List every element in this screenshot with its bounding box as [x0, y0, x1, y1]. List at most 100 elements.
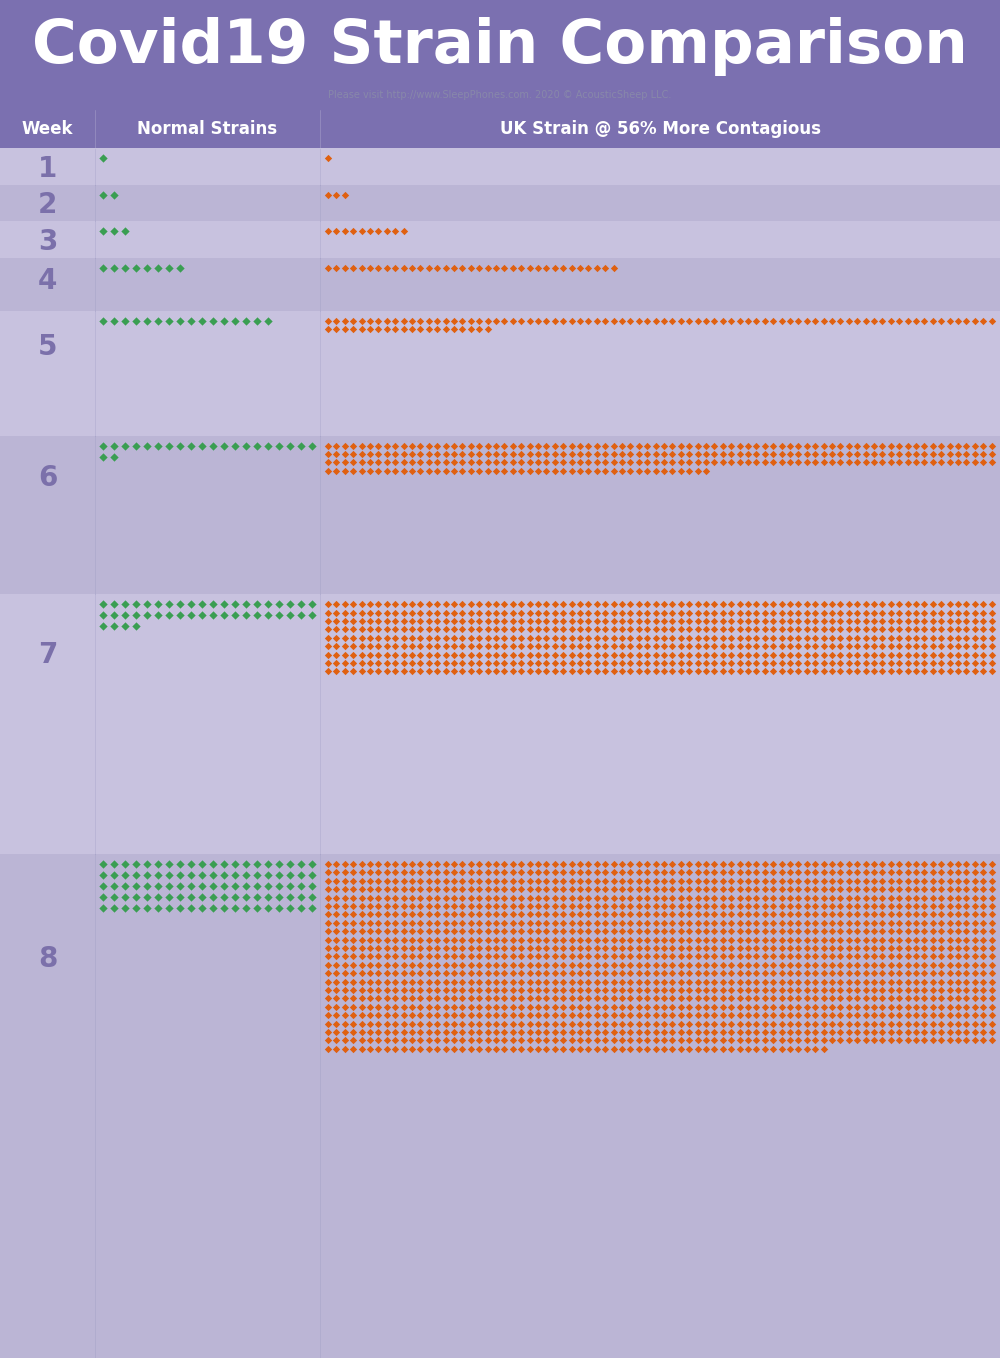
Point [832, 987, 848, 1009]
Point [748, 921, 764, 942]
Point [446, 318, 462, 340]
Point [916, 1013, 932, 1035]
Point [260, 593, 276, 615]
Point [597, 435, 613, 456]
Point [622, 619, 638, 641]
Point [362, 1021, 378, 1043]
Point [849, 921, 865, 942]
Point [106, 593, 122, 615]
Point [740, 903, 756, 925]
Point [463, 1021, 479, 1043]
Point [942, 953, 958, 975]
Point [606, 1038, 622, 1059]
Point [748, 870, 764, 892]
Point [387, 1021, 403, 1043]
Point [606, 861, 622, 883]
Point [446, 1029, 462, 1051]
Bar [0, 311, 1000, 436]
Point [883, 619, 899, 641]
Point [975, 995, 991, 1017]
Point [345, 895, 361, 917]
Point [824, 636, 840, 657]
Point [866, 652, 882, 674]
Point [522, 644, 538, 665]
Point [849, 853, 865, 875]
Point [328, 903, 344, 925]
Point [580, 853, 596, 875]
Point [950, 853, 966, 875]
Point [933, 987, 949, 1009]
Point [396, 318, 412, 340]
Point [757, 921, 773, 942]
Point [774, 593, 790, 615]
Point [513, 979, 529, 1001]
Point [774, 1021, 790, 1043]
Point [320, 619, 336, 641]
Point [748, 987, 764, 1009]
Point [622, 895, 638, 917]
Point [95, 887, 111, 909]
Point [387, 619, 403, 641]
Point [706, 971, 722, 993]
Point [488, 619, 504, 641]
Point [379, 435, 395, 456]
Point [656, 879, 672, 900]
Point [925, 921, 941, 942]
Point [429, 435, 445, 456]
Point [723, 903, 739, 925]
Point [538, 913, 554, 934]
Point [841, 971, 857, 993]
Point [925, 1013, 941, 1035]
Point [496, 257, 512, 278]
Point [480, 610, 496, 631]
Point [522, 619, 538, 641]
Point [354, 921, 370, 942]
Point [505, 460, 521, 482]
Point [916, 903, 932, 925]
Point [370, 945, 386, 967]
Point [900, 995, 916, 1017]
Point [732, 979, 748, 1001]
Point [370, 979, 386, 1001]
Point [858, 979, 874, 1001]
Point [984, 1005, 1000, 1027]
Point [891, 903, 907, 925]
Point [513, 257, 529, 278]
Point [354, 1038, 370, 1059]
Point [580, 921, 596, 942]
Point [967, 963, 983, 985]
Point [589, 963, 605, 985]
Point [328, 257, 344, 278]
Point [345, 929, 361, 951]
Point [908, 913, 924, 934]
Point [866, 443, 882, 464]
Point [446, 895, 462, 917]
Point [555, 602, 571, 623]
Point [345, 987, 361, 1009]
Point [404, 257, 420, 278]
Point [782, 310, 798, 331]
Point [260, 310, 276, 331]
Point [849, 660, 865, 682]
Point [723, 853, 739, 875]
Point [370, 644, 386, 665]
Point [933, 602, 949, 623]
Point [774, 1038, 790, 1059]
Point [958, 929, 974, 951]
Point [690, 887, 706, 909]
Point [622, 460, 638, 482]
Point [505, 895, 521, 917]
Point [362, 1038, 378, 1059]
Point [538, 257, 554, 278]
Point [522, 879, 538, 900]
Point [958, 310, 974, 331]
Point [908, 644, 924, 665]
Point [664, 937, 680, 959]
Point [404, 879, 420, 900]
Point [681, 870, 697, 892]
Point [421, 963, 437, 985]
Point [732, 1013, 748, 1035]
Point [858, 310, 874, 331]
Point [328, 443, 344, 464]
Point [757, 451, 773, 473]
